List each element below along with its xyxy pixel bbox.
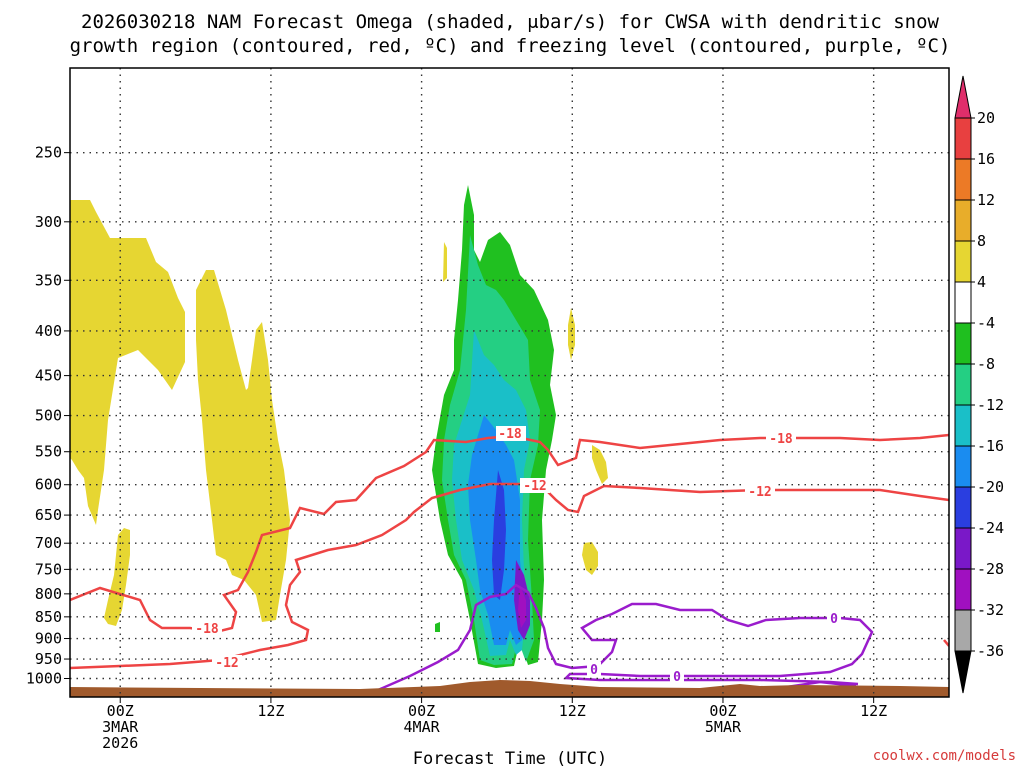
colorbar-level-label: -12	[977, 396, 1004, 414]
colorbar-level-label: -32	[977, 601, 1004, 619]
dgz-label-lower-2: -12	[748, 485, 771, 500]
y-tick-label: 900	[35, 630, 62, 648]
dgz-minus18-contour	[70, 433, 949, 634]
colorbar-swatch	[954, 240, 972, 283]
chart-title-line2: growth region (contoured, red, ºC) and f…	[70, 35, 951, 57]
plot-frame	[69, 67, 950, 698]
x-tick-label: 12Z	[257, 702, 284, 720]
grid-lines	[70, 68, 949, 697]
colorbar-level-label: 12	[977, 191, 995, 209]
colorbar-swatch	[954, 609, 972, 652]
dgz-label-upper-2: -18	[769, 432, 793, 447]
x-tick-label: 00Z	[107, 702, 134, 720]
dgz-label-lower-3: -12	[215, 656, 238, 671]
colorbar-swatch	[954, 199, 972, 242]
colorbar-level-label: 4	[977, 273, 986, 291]
colorbar-level-label: 8	[977, 232, 986, 250]
ascent-dot	[435, 622, 440, 632]
colorbar-level-label: -20	[977, 478, 1004, 496]
colorbar-swatch	[954, 158, 972, 201]
y-tick-label: 400	[35, 322, 62, 340]
x-tick-date-label: 4MAR	[404, 718, 441, 736]
y-tick-label: 600	[35, 476, 62, 494]
x-tick-label: 00Z	[408, 702, 435, 720]
chart-title-line1: 2026030218 NAM Forecast Omega (shaded, μ…	[81, 11, 939, 33]
colorbar-swatch	[954, 281, 972, 324]
freezing-label-3: 0	[673, 670, 681, 685]
colorbar-level-label: -28	[977, 560, 1004, 578]
y-tick-label: 750	[35, 560, 62, 578]
colorbar-level-label: 16	[977, 150, 995, 168]
contour-labels: -18 -18 -18 -12 -12 -12 0 0 0	[192, 426, 841, 685]
colorbar-max-arrow	[954, 75, 972, 119]
colorbar-min-arrow	[954, 650, 972, 694]
y-tick-label: 550	[35, 443, 62, 461]
x-tick-date-label: 2026	[102, 734, 138, 752]
colorbar-swatch	[954, 363, 972, 406]
colorbar-level-label: -16	[977, 437, 1004, 455]
freezing-label-1: 0	[830, 612, 838, 627]
y-tick-label: 800	[35, 585, 62, 603]
credit-text: coolwx.com/models	[873, 748, 1016, 764]
y-tick-label: 850	[35, 608, 62, 626]
dgz-label-upper-3: -18	[195, 622, 219, 637]
y-tick-label: 700	[35, 534, 62, 552]
colorbar-swatch	[954, 527, 972, 570]
colorbar-level-label: 20	[977, 109, 995, 127]
colorbar-level-label: -24	[977, 519, 1004, 537]
x-axis-label: Forecast Time (UTC)	[413, 749, 607, 768]
colorbar-swatch	[954, 322, 972, 365]
y-axis: 250 300 350 400 450 500 550 600 650 700 750 800 850 9…	[26, 144, 70, 687]
y-tick-label: 950	[35, 650, 62, 668]
x-tick-label: 12Z	[559, 702, 586, 720]
x-tick-label: 12Z	[860, 702, 887, 720]
y-tick-label: 450	[35, 367, 62, 385]
colorbar-level-label: -36	[977, 642, 1004, 660]
colorbar-swatch	[954, 568, 972, 611]
y-tick-label: 300	[35, 213, 62, 231]
colorbar-level-label: -4	[977, 314, 995, 332]
plot-area	[70, 185, 949, 697]
ascent-core-blue	[492, 470, 506, 600]
subsidence-region-mid	[196, 270, 290, 622]
colorbar-swatch	[954, 404, 972, 447]
freezing-label-2: 0	[590, 663, 598, 678]
subsidence-blob-3	[568, 308, 575, 360]
x-tick-date-label: 3MAR	[102, 718, 139, 736]
subsidence-blob-1	[104, 528, 130, 626]
dgz-label-upper-1: -18	[498, 427, 522, 442]
colorbar-level-label: -8	[977, 355, 995, 373]
dgz-minus12-contour	[70, 482, 949, 670]
subsidence-blob-2	[443, 242, 447, 282]
y-tick-label: 500	[35, 407, 62, 425]
colorbar-swatch	[954, 117, 972, 160]
y-tick-label: 650	[35, 506, 62, 524]
terrain-ground	[70, 680, 949, 697]
x-tick-label: 00Z	[709, 702, 736, 720]
dgz-label-lower-1: -12	[523, 479, 546, 494]
y-tick-label: 350	[35, 271, 62, 289]
y-tick-label: 1000	[26, 669, 62, 687]
x-tick-date-label: 5MAR	[705, 718, 742, 736]
subsidence-blob-5	[582, 542, 598, 575]
subsidence-region-west	[70, 200, 185, 525]
colorbar-swatch	[954, 445, 972, 488]
dgz-minus12-contour-edge	[943, 639, 949, 647]
colorbar-swatch	[954, 486, 972, 529]
freezing-level-contour	[377, 583, 874, 692]
subsidence-blob-4	[592, 445, 608, 484]
colorbar: 20 16 12 8 4 -4 -8 -12 -16 -20 -24 -28 -32 -36	[954, 75, 1004, 694]
y-tick-label: 250	[35, 144, 62, 162]
